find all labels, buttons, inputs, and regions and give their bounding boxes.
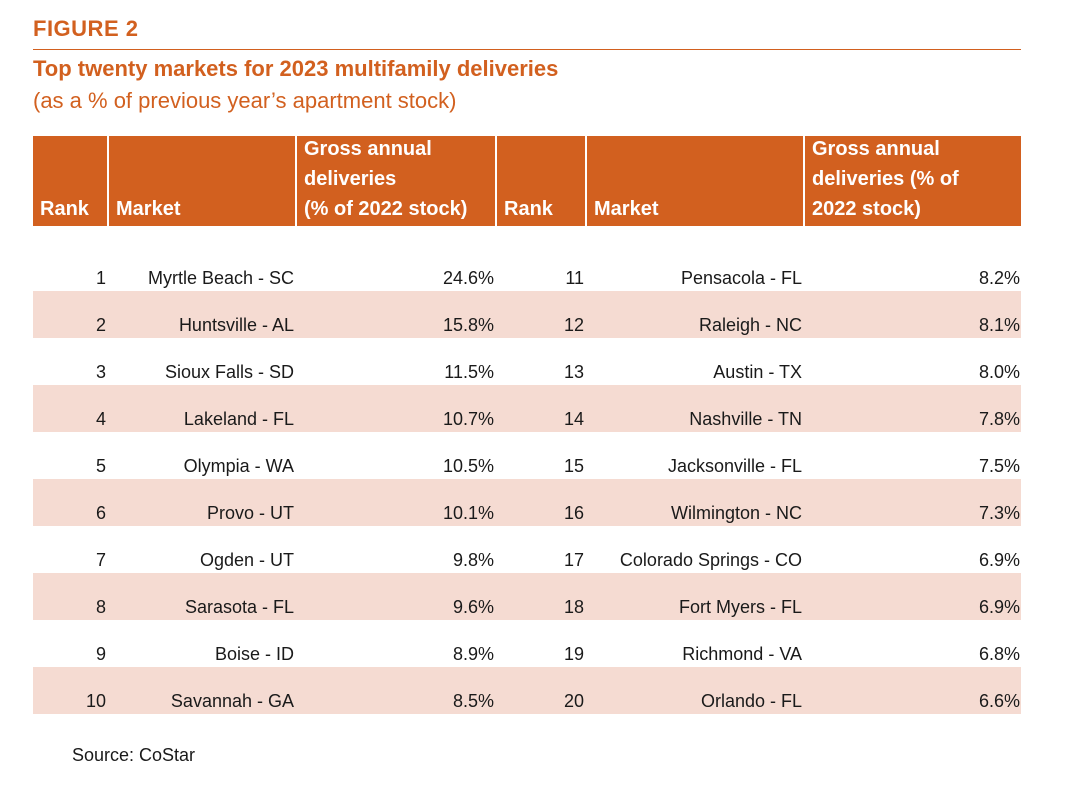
table-header: Rank Market Gross annual deliveries (% o… bbox=[33, 136, 1021, 226]
market-cell: Savannah - GA bbox=[170, 691, 294, 711]
table-row: 9 Boise - ID 8.9% 19 Richmond - VA 6.8% bbox=[33, 620, 1021, 667]
page-title: Top twenty markets for 2023 multifamily … bbox=[33, 56, 559, 81]
market-cell: Myrtle Beach - SC bbox=[147, 268, 294, 288]
rank-cell: 17 bbox=[563, 550, 584, 570]
rank-cell: 7 bbox=[95, 550, 106, 570]
rank-cell: 18 bbox=[563, 597, 584, 617]
rank-cell: 16 bbox=[563, 503, 584, 523]
rank-cell: 2 bbox=[95, 315, 106, 335]
rank-cell: 3 bbox=[95, 362, 106, 382]
header-market-2: Market bbox=[585, 136, 803, 226]
market-cell: Provo - UT bbox=[206, 503, 294, 523]
value-cell: 8.5% bbox=[452, 691, 494, 711]
table-row: 2 Huntsville - AL 15.8% 12 Raleigh - NC … bbox=[33, 291, 1021, 338]
header-deliveries-2-text: Gross annual deliveries (% of 2022 stock… bbox=[812, 138, 959, 220]
figure-label: FIGURE 2 bbox=[33, 16, 139, 41]
value-cell: 9.8% bbox=[452, 550, 494, 570]
header-deliveries-1: Gross annual deliveries (% of 2022 stock… bbox=[295, 136, 495, 226]
rank-cell: 14 bbox=[563, 409, 584, 429]
market-cell: Fort Myers - FL bbox=[678, 597, 802, 617]
table-row: 6 Provo - UT 10.1% 16 Wilmington - NC 7.… bbox=[33, 479, 1021, 526]
rank-cell: 20 bbox=[563, 691, 584, 711]
page-subtitle: (as a % of previous year’s apartment sto… bbox=[33, 88, 457, 113]
table-row: 8 Sarasota - FL 9.6% 18 Fort Myers - FL … bbox=[33, 573, 1021, 620]
market-cell: Austin - TX bbox=[713, 362, 802, 382]
header-rank-2: Rank bbox=[495, 136, 585, 226]
value-cell: 7.8% bbox=[978, 409, 1020, 429]
header-deliveries-1-text: Gross annual deliveries (% of 2022 stock… bbox=[304, 138, 468, 220]
market-cell: Wilmington - NC bbox=[670, 503, 802, 523]
market-cell: Jacksonville - FL bbox=[667, 456, 802, 476]
value-cell: 10.1% bbox=[442, 503, 494, 523]
market-cell: Sioux Falls - SD bbox=[164, 362, 294, 382]
value-cell: 24.6% bbox=[442, 268, 494, 288]
markets-table: Rank Market Gross annual deliveries (% o… bbox=[33, 136, 1021, 714]
market-cell: Huntsville - AL bbox=[178, 315, 294, 335]
table-row: 10 Savannah - GA 8.5% 20 Orlando - FL 6.… bbox=[33, 667, 1021, 714]
market-cell: Raleigh - NC bbox=[698, 315, 802, 335]
table-row: 7 Ogden - UT 9.8% 17 Colorado Springs - … bbox=[33, 526, 1021, 573]
market-cell: Orlando - FL bbox=[700, 691, 802, 711]
market-cell: Pensacola - FL bbox=[680, 268, 802, 288]
value-cell: 9.6% bbox=[452, 597, 494, 617]
market-cell: Richmond - VA bbox=[682, 644, 802, 664]
value-cell: 11.5% bbox=[444, 362, 494, 382]
value-cell: 8.1% bbox=[978, 315, 1020, 335]
rank-cell: 5 bbox=[95, 456, 106, 476]
value-cell: 7.5% bbox=[978, 456, 1020, 476]
market-cell: Nashville - TN bbox=[689, 409, 802, 429]
rank-cell: 12 bbox=[563, 315, 584, 335]
value-cell: 8.2% bbox=[978, 268, 1020, 288]
value-cell: 6.9% bbox=[978, 550, 1020, 570]
market-cell: Sarasota - FL bbox=[184, 597, 294, 617]
rank-cell: 8 bbox=[95, 597, 106, 617]
rank-cell: 9 bbox=[95, 644, 106, 664]
rank-cell: 1 bbox=[95, 268, 106, 288]
rank-cell: 6 bbox=[95, 503, 106, 523]
value-cell: 10.7% bbox=[442, 409, 494, 429]
market-cell: Colorado Springs - CO bbox=[619, 550, 802, 570]
value-cell: 6.9% bbox=[978, 597, 1020, 617]
market-cell: Ogden - UT bbox=[199, 550, 294, 570]
rank-cell: 19 bbox=[563, 644, 584, 664]
value-cell: 8.0% bbox=[978, 362, 1020, 382]
market-cell: Olympia - WA bbox=[183, 456, 294, 476]
rank-cell: 4 bbox=[95, 409, 106, 429]
rank-cell: 15 bbox=[563, 456, 584, 476]
value-cell: 6.6% bbox=[978, 691, 1020, 711]
table-row: 5 Olympia - WA 10.5% 15 Jacksonville - F… bbox=[33, 432, 1021, 479]
rank-cell: 13 bbox=[563, 362, 584, 382]
table-body: 1 Myrtle Beach - SC 24.6% 11 Pensacola -… bbox=[33, 244, 1021, 714]
header-deliveries-2: Gross annual deliveries (% of 2022 stock… bbox=[803, 136, 1021, 226]
value-cell: 7.3% bbox=[978, 503, 1020, 523]
table-row: 4 Lakeland - FL 10.7% 14 Nashville - TN … bbox=[33, 385, 1021, 432]
table-row: 3 Sioux Falls - SD 11.5% 13 Austin - TX … bbox=[33, 338, 1021, 385]
header-market-1: Market bbox=[107, 136, 295, 226]
rank-cell: 10 bbox=[85, 691, 106, 711]
value-cell: 6.8% bbox=[978, 644, 1020, 664]
value-cell: 15.8% bbox=[442, 315, 494, 335]
source-note: Source: CoStar bbox=[72, 745, 196, 765]
rank-cell: 11 bbox=[565, 268, 584, 288]
value-cell: 10.5% bbox=[442, 456, 494, 476]
market-cell: Lakeland - FL bbox=[183, 409, 294, 429]
market-cell: Boise - ID bbox=[214, 644, 294, 664]
title-rule bbox=[33, 49, 1021, 50]
header-rank-1: Rank bbox=[40, 198, 89, 220]
table-row: 1 Myrtle Beach - SC 24.6% 11 Pensacola -… bbox=[33, 244, 1021, 291]
value-cell: 8.9% bbox=[452, 644, 494, 664]
